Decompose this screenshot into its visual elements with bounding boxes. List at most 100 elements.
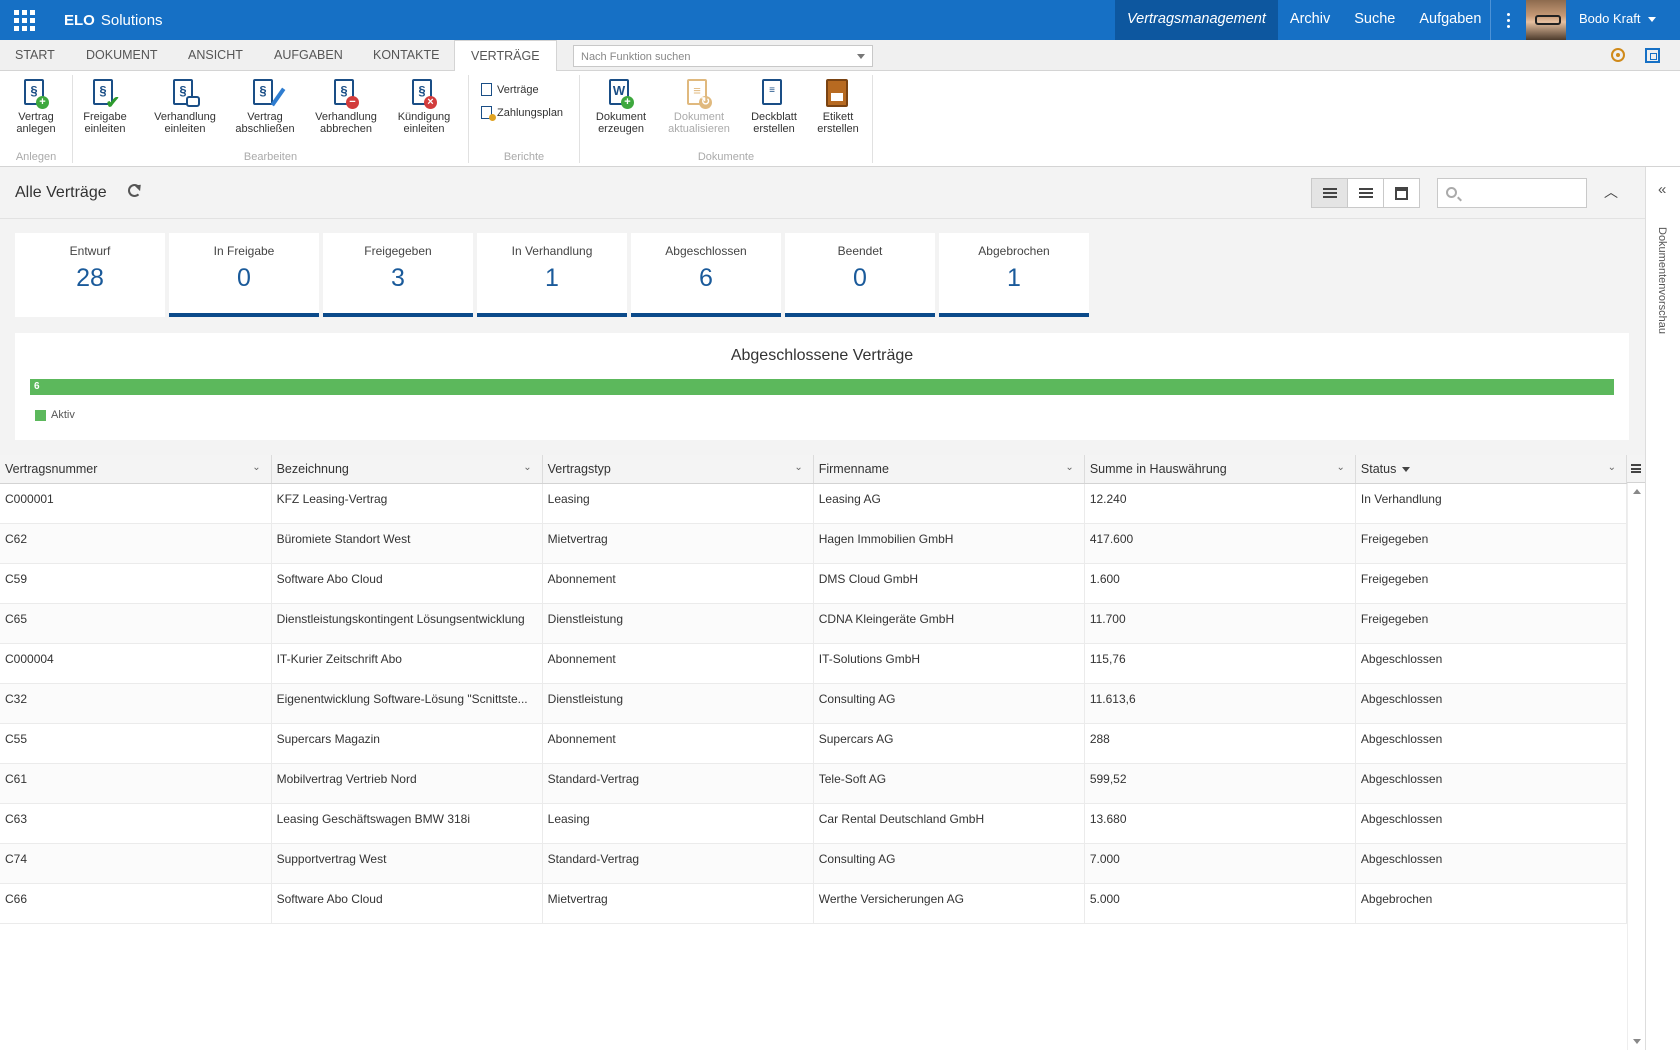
top-nav: Vertragsmanagement Archiv Suche Aufgaben: [1115, 0, 1493, 40]
plus-icon: +: [621, 96, 634, 109]
list-view-button[interactable]: [1311, 178, 1348, 208]
user-menu[interactable]: Bodo Kraft: [1579, 0, 1657, 40]
table-cell: Leasing: [542, 483, 814, 524]
preview-panel-label[interactable]: Dokumentenvorschau: [1656, 227, 1668, 335]
table-row[interactable]: C63 Leasing Geschäftswagen BMW 318i Leasin…: [0, 803, 1628, 844]
status-card-abgebrochen[interactable]: Abgebrochen 1: [939, 233, 1089, 317]
tab-vertraege[interactable]: VERTRÄGE: [454, 40, 557, 72]
verhandlung-abbrechen-button[interactable]: § − Verhandlung abbrechen: [314, 79, 378, 135]
table-cell: C65: [0, 603, 272, 644]
table-cell: Hagen Immobilien GmbH: [813, 523, 1085, 564]
column-menu-icon[interactable]: [1627, 455, 1645, 483]
tab-start[interactable]: START: [15, 48, 55, 62]
more-menu-icon[interactable]: [1490, 0, 1526, 40]
avatar[interactable]: [1526, 0, 1566, 40]
table-row[interactable]: C32 Eigenentwicklung Software-Lösung "Scn…: [0, 683, 1628, 724]
chevron-down-icon: ⌄: [1607, 462, 1616, 473]
group-dokumente: W + Dokument erzeugen ≡ ↻ Dokument aktualisi…: [580, 75, 873, 163]
refresh-icon[interactable]: [128, 184, 141, 197]
status-card-entwurf[interactable]: Entwurf 28: [15, 233, 165, 317]
calendar-view-button[interactable]: [1383, 178, 1420, 208]
chevron-up-icon[interactable]: ︿: [1604, 184, 1618, 200]
summary-title: Abgeschlossene Verträge: [730, 347, 914, 364]
table-row[interactable]: C55 Supercars Magazin Abonnement Supercars …: [0, 723, 1628, 764]
column-header-vertragstyp[interactable]: Vertragstyp ⌄: [542, 455, 814, 484]
nav-vertragsmanagement[interactable]: Vertragsmanagement: [1115, 0, 1278, 40]
report-zahlungsplan-link[interactable]: Zahlungsplan: [481, 106, 563, 121]
legend-label: Aktiv: [51, 409, 75, 421]
tab-ansicht[interactable]: ANSICHT: [188, 48, 243, 62]
table-cell: 7.000: [1084, 843, 1356, 884]
nav-archiv[interactable]: Archiv: [1289, 11, 1331, 27]
scroll-down-icon: [1633, 1039, 1641, 1044]
table-row[interactable]: C62 Büromiete Standort West Mietvertrag Hag…: [0, 523, 1628, 564]
chevron-down-icon: ⌄: [794, 462, 803, 473]
summary-panel: Abgeschlossene Verträge 6 Aktiv: [15, 333, 1629, 440]
payment-plan-icon: [481, 106, 496, 121]
table-cell: Abgeschlossen: [1355, 683, 1628, 724]
table-row[interactable]: C000004 IT-Kurier Zeitschrift Abo Abonneme…: [0, 643, 1628, 684]
chevron-down-icon[interactable]: [857, 54, 865, 59]
kuendigung-einleiten-button[interactable]: § × Kündigung einleiten: [396, 79, 452, 135]
table-cell: KFZ Leasing-Vertrag: [271, 483, 543, 524]
table-row[interactable]: C66 Software Abo Cloud Mietvertrag Werthe V…: [0, 883, 1628, 924]
detail-view-button[interactable]: [1347, 178, 1384, 208]
column-header-summe[interactable]: Summe in Hauswährung ⌄: [1084, 455, 1356, 484]
function-search-input[interactable]: Nach Funktion suchen: [573, 45, 873, 67]
group-bearbeiten: § ✔ Freigabe einleiten § Verhandlung einlei…: [73, 75, 469, 163]
list-icon: [1322, 188, 1337, 198]
minus-icon: −: [346, 96, 359, 109]
settings-icon[interactable]: [1611, 48, 1625, 62]
status-card-in-freigabe[interactable]: In Freigabe 0: [169, 233, 319, 317]
summary-legend: Aktiv: [35, 409, 75, 421]
table-row[interactable]: C59 Software Abo Cloud Abonnement DMS Cloud…: [0, 563, 1628, 604]
table-cell: Eigenentwicklung Software-Lösung "Scnitt…: [271, 683, 543, 724]
tab-kontakte[interactable]: KONTAKTE: [373, 48, 440, 62]
column-header-status[interactable]: Status ⌄: [1355, 455, 1628, 484]
summary-bar[interactable]: 6: [30, 379, 1614, 395]
table-cell: Supercars AG: [813, 723, 1085, 764]
table-cell: Abgebrochen: [1355, 883, 1628, 924]
dokument-aktualisieren-button[interactable]: ≡ ↻ Dokument aktualisieren: [666, 79, 732, 135]
chevron-down-icon: [1648, 17, 1657, 23]
nav-aufgaben[interactable]: Aufgaben: [1419, 11, 1482, 27]
table-cell: Freigegeben: [1355, 563, 1628, 604]
vertrag-anlegen-button[interactable]: § + Vertrag anlegen: [14, 79, 58, 135]
deckblatt-erstellen-button[interactable]: ≡ Deckblatt erstellen: [748, 79, 800, 135]
etikett-erstellen-button[interactable]: Etikett erstellen: [813, 79, 863, 135]
table-row[interactable]: C74 Supportvertrag West Standard-Vertrag Co…: [0, 843, 1628, 884]
table-cell: Freigegeben: [1355, 603, 1628, 644]
nav-suche[interactable]: Suche: [1354, 11, 1396, 27]
legend-swatch: [35, 409, 46, 421]
ribbon: § + Vertrag anlegen Anlegen § ✔ Freigabe ein…: [0, 71, 1680, 167]
function-search-placeholder: Nach Funktion suchen: [581, 51, 691, 63]
status-card-abgeschlossen[interactable]: Abgeschlossen 6: [631, 233, 781, 317]
fullscreen-icon[interactable]: [1645, 48, 1660, 63]
table-cell: Supportvertrag West: [271, 843, 543, 884]
table-cell: Leasing: [542, 803, 814, 844]
table-cell: Mietvertrag: [542, 523, 814, 564]
verhandlung-einleiten-button[interactable]: § Verhandlung einleiten: [153, 79, 217, 135]
status-card-beendet[interactable]: Beendet 0: [785, 233, 935, 317]
column-header-vertragsnummer[interactable]: Vertragsnummer ⌄: [0, 455, 272, 484]
column-header-firmenname[interactable]: Firmenname ⌄: [813, 455, 1085, 484]
scrollbar[interactable]: [1627, 483, 1645, 1050]
tab-dokument[interactable]: DOKUMENT: [86, 48, 158, 62]
table-row[interactable]: C65 Dienstleistungskontingent Lösungsentw…: [0, 603, 1628, 644]
status-card-freigegeben[interactable]: Freigegeben 3: [323, 233, 473, 317]
tab-aufgaben[interactable]: AUFGABEN: [274, 48, 343, 62]
table-row[interactable]: C61 Mobilvertrag Vertrieb Nord Standard-Ve…: [0, 763, 1628, 804]
app-launcher-icon[interactable]: [0, 0, 48, 40]
report-vertraege-link[interactable]: Verträge: [481, 83, 539, 96]
list-search-input[interactable]: [1437, 178, 1587, 208]
dokument-erzeugen-button[interactable]: W + Dokument erzeugen: [595, 79, 647, 135]
plus-icon: +: [36, 96, 49, 109]
status-card-in-verhandlung[interactable]: In Verhandlung 1: [477, 233, 627, 317]
vertrag-abschliessen-button[interactable]: § Vertrag abschließen: [234, 79, 296, 135]
table-cell: IT-Solutions GmbH: [813, 643, 1085, 684]
expand-panel-icon[interactable]: «: [1658, 181, 1667, 198]
column-header-bezeichnung[interactable]: Bezeichnung ⌄: [271, 455, 543, 484]
table-header-row: Vertragsnummer ⌄ Bezeichnung ⌄ Vertragstyp…: [0, 455, 1628, 484]
freigabe-einleiten-button[interactable]: § ✔ Freigabe einleiten: [83, 79, 127, 135]
table-row[interactable]: C000001 KFZ Leasing-Vertrag Leasing Leasing…: [0, 483, 1628, 524]
